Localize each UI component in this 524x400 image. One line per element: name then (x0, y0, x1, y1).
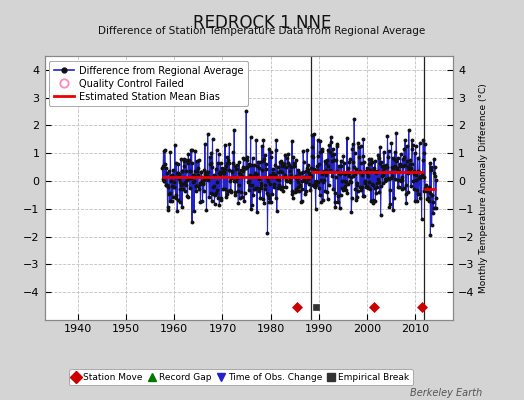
Text: Berkeley Earth: Berkeley Earth (410, 388, 482, 398)
Text: Difference of Station Temperature Data from Regional Average: Difference of Station Temperature Data f… (99, 26, 425, 36)
Legend: Difference from Regional Average, Quality Control Failed, Estimated Station Mean: Difference from Regional Average, Qualit… (49, 61, 248, 106)
Legend: Station Move, Record Gap, Time of Obs. Change, Empirical Break: Station Move, Record Gap, Time of Obs. C… (69, 369, 413, 386)
Text: REDROCK 1 NNE: REDROCK 1 NNE (193, 14, 331, 32)
Y-axis label: Monthly Temperature Anomaly Difference (°C): Monthly Temperature Anomaly Difference (… (479, 83, 488, 293)
